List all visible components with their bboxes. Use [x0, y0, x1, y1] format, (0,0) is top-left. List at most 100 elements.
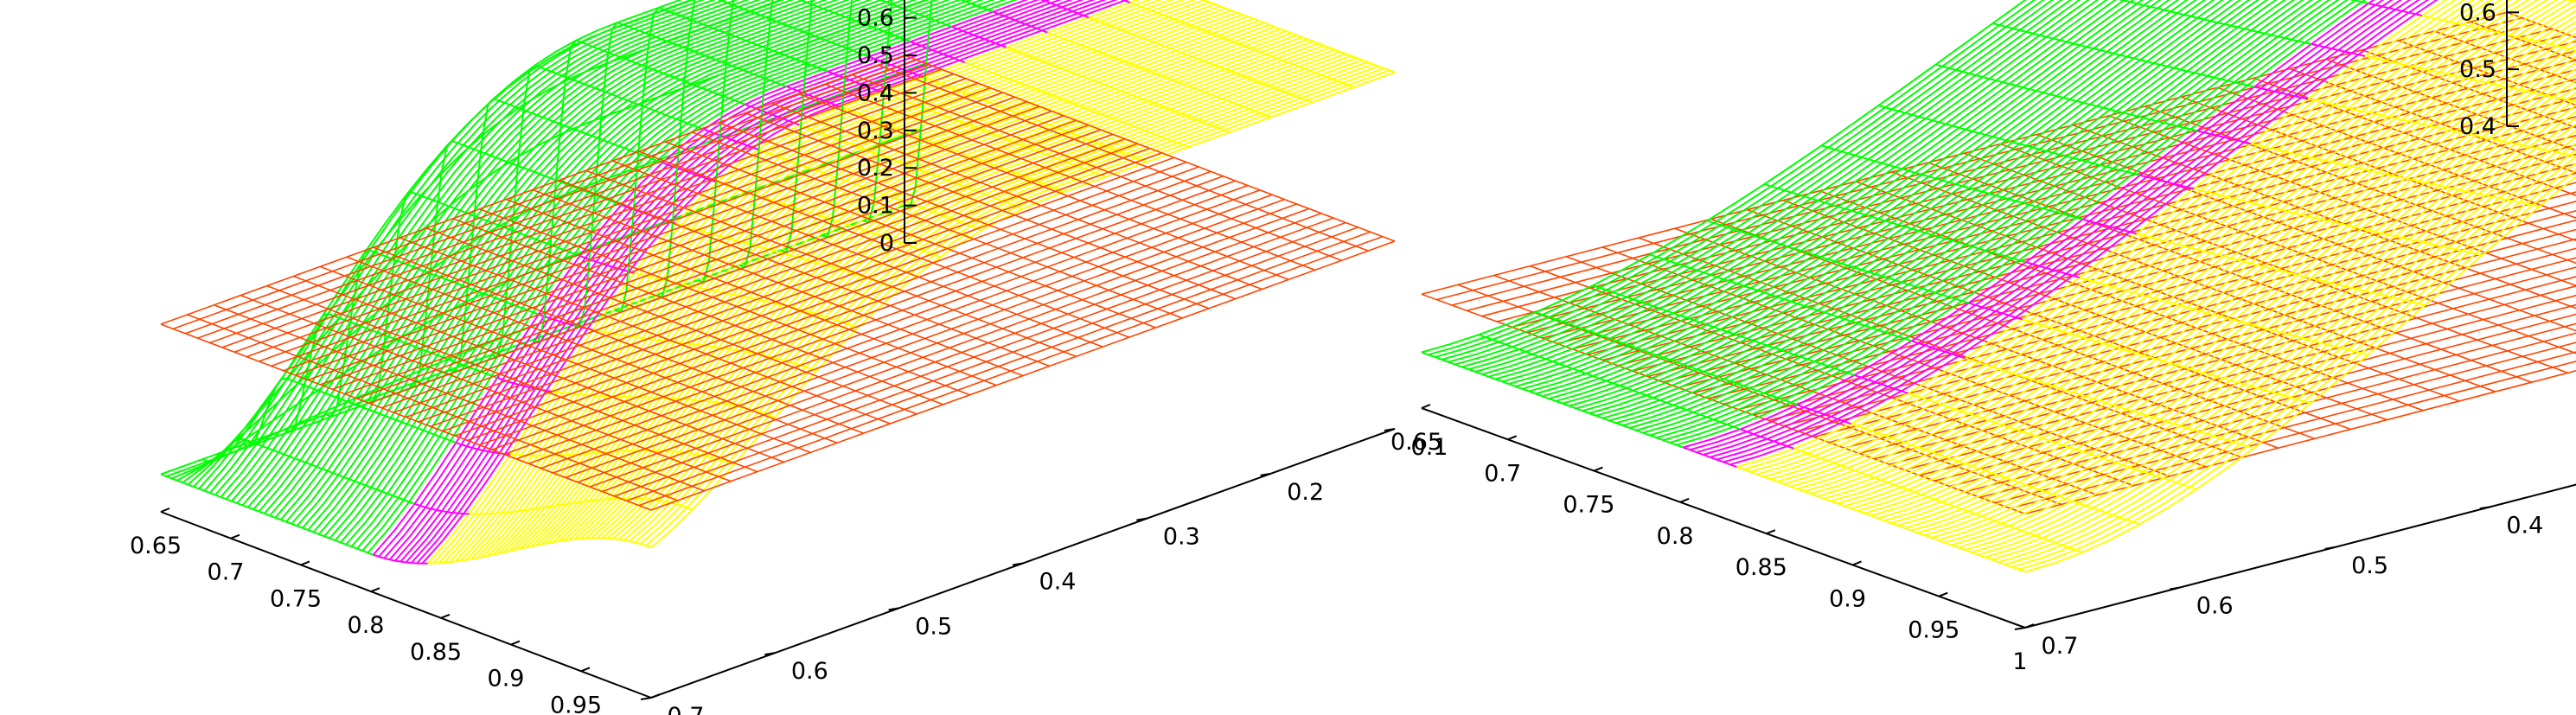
surface-line	[819, 314, 826, 318]
surface-line	[1716, 458, 1724, 463]
x-tick	[1938, 591, 1948, 597]
surface-line	[1021, 113, 1028, 118]
surface-line	[2304, 41, 2312, 46]
surface-line	[316, 465, 323, 470]
surface-line	[825, 39, 832, 43]
surface-line	[1006, 201, 1013, 206]
surface-line	[553, 134, 561, 200]
surface-line	[564, 539, 570, 542]
surface-line	[630, 335, 637, 339]
surface-line	[1141, 98, 1148, 102]
surface-line	[2136, 115, 2145, 119]
surface-line	[2482, 136, 2490, 140]
surface-line	[1535, 0, 2180, 395]
surface-line	[1676, 262, 1684, 267]
surface-line	[754, 12, 761, 16]
surface-line	[984, 38, 991, 42]
surface-line	[598, 195, 605, 200]
surface-line	[913, 11, 920, 16]
surface-line	[1733, 333, 1742, 337]
surface-line	[1230, 10, 1237, 14]
surface-line	[2525, 202, 2533, 207]
surface-line	[1823, 497, 1831, 502]
surface-line	[2515, 143, 2523, 147]
x-tick-label: 0.7	[208, 559, 245, 586]
surface-line	[1047, 31, 1054, 35]
surface-line	[1891, 108, 1899, 112]
surface-line	[765, 197, 772, 201]
surface-line	[2464, 190, 2473, 194]
surface-line	[1093, 80, 1100, 84]
surface-line	[319, 390, 326, 394]
surface-line	[996, 134, 1003, 139]
surface-line	[685, 80, 692, 85]
surface-line	[973, 34, 980, 38]
surface-line	[1384, 67, 1390, 72]
surface-line	[803, 209, 810, 214]
surface-line	[2011, 565, 2019, 571]
surface-line	[1894, 387, 1902, 393]
surface-line	[1746, 431, 1755, 436]
plane-line	[824, 83, 1316, 271]
surface-line	[1841, 262, 1849, 267]
surface-line	[1857, 509, 1865, 514]
surface-line	[1747, 233, 1755, 237]
surface-line	[1988, 192, 1997, 197]
surface-line	[1948, 67, 1956, 71]
surface-line	[1309, 69, 1316, 74]
plane-line	[214, 304, 705, 492]
surface-line	[540, 67, 547, 71]
surface-line	[2368, 229, 2375, 233]
surface-line	[782, 202, 789, 207]
surface-line	[968, 124, 975, 129]
surface-line	[428, 431, 435, 436]
surface-line	[1941, 179, 1949, 183]
surface-line	[585, 132, 592, 137]
surface-line	[1908, 283, 1915, 288]
surface-line	[2055, 329, 2063, 333]
surface-line	[866, 24, 873, 29]
surface-line	[1195, 26, 1202, 31]
surface-line	[1622, 0, 2296, 427]
surface-line	[787, 24, 794, 29]
surface-line	[820, 214, 827, 219]
surface-line	[1059, 128, 1066, 132]
plane-line	[585, 169, 1077, 358]
surface-line	[2290, 396, 2298, 400]
plane-line	[1964, 152, 2568, 374]
surface-line	[1811, 307, 1819, 311]
surface-line	[1588, 330, 1597, 335]
surface-line	[2072, 274, 2081, 278]
surface-line	[2080, 44, 2087, 48]
surface-line	[1868, 271, 1876, 275]
surface-line	[991, 72, 998, 76]
surface-line	[324, 392, 331, 397]
surface-line	[1125, 92, 1132, 96]
surface-line	[2307, 338, 2315, 342]
surface-line	[1183, 83, 1190, 87]
surface-line	[1720, 328, 1728, 333]
surface-line	[1615, 422, 1624, 427]
surface-line	[1008, 16, 1015, 22]
surface-line	[1710, 0, 2412, 458]
surface-line	[470, 367, 476, 371]
surface-line	[2337, 49, 2346, 53]
surface-line	[463, 144, 470, 149]
surface-line	[2073, 42, 2081, 47]
surface-line	[1047, 184, 1054, 189]
surface-line	[764, 300, 771, 303]
surface-line	[1894, 483, 1902, 488]
z-tick-label: 0.2	[857, 155, 894, 182]
surface-line	[918, 13, 925, 17]
surface-line	[1902, 168, 1909, 172]
surface-line	[2173, 67, 2181, 71]
surface-line	[1361, 59, 1368, 63]
surface-line	[360, 482, 367, 487]
surface-line	[2257, 30, 2265, 35]
surface-line	[726, 292, 733, 296]
surface-line	[2095, 340, 2104, 345]
surface-line	[2408, 11, 2416, 16]
surface-line	[2532, 204, 2540, 207]
surface-line	[336, 373, 343, 407]
surface-line	[2253, 324, 2261, 329]
